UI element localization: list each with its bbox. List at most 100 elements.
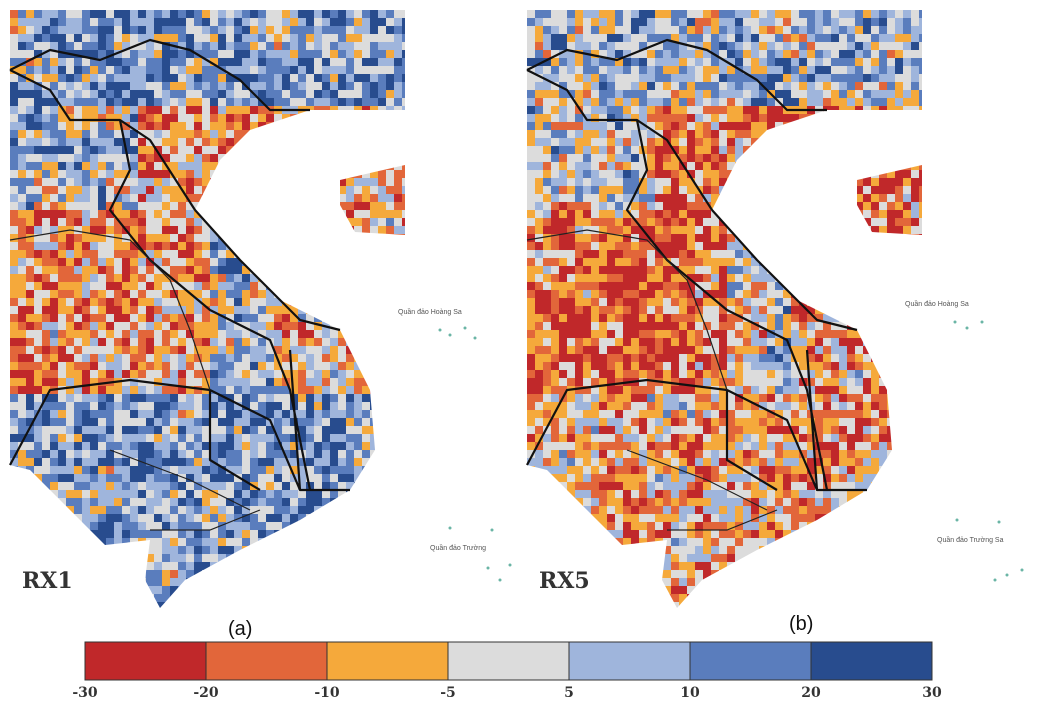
grid-cell — [90, 106, 98, 114]
grid-cell — [186, 18, 194, 26]
grid-cell — [807, 42, 815, 50]
grid-cell — [218, 130, 226, 138]
grid-cell — [226, 578, 234, 586]
grid-cell — [330, 522, 338, 530]
grid-cell — [775, 34, 783, 42]
grid-cell — [170, 330, 178, 338]
grid-cell — [671, 74, 679, 82]
grid-cell — [98, 178, 106, 186]
grid-cell — [330, 426, 338, 434]
grid-cell — [386, 226, 394, 234]
grid-cell — [90, 506, 98, 514]
grid-cell — [50, 338, 58, 346]
grid-cell — [719, 130, 727, 138]
grid-cell — [202, 186, 210, 194]
grid-cell — [583, 138, 591, 146]
grid-cell — [591, 42, 599, 50]
grid-cell — [114, 554, 122, 562]
grid-cell — [154, 602, 162, 610]
grid-cell — [74, 34, 82, 42]
grid-cell — [807, 82, 815, 90]
grid-cell — [306, 154, 314, 162]
grid-cell — [114, 82, 122, 90]
grid-cell — [202, 466, 210, 474]
grid-cell — [226, 178, 234, 186]
grid-cell — [130, 594, 138, 602]
grid-cell — [370, 602, 378, 610]
grid-cell — [911, 106, 919, 114]
grid-cell — [138, 418, 146, 426]
grid-cell — [306, 74, 314, 82]
grid-cell — [314, 122, 322, 130]
grid-cell — [615, 178, 623, 186]
grid-cell — [282, 282, 290, 290]
grid-cell — [138, 98, 146, 106]
grid-cell — [186, 130, 194, 138]
grid-cell — [82, 74, 90, 82]
grid-cell — [122, 394, 130, 402]
grid-cell — [719, 162, 727, 170]
grid-cell — [82, 146, 90, 154]
grid-cell — [74, 90, 82, 98]
grid-cell — [154, 570, 162, 578]
grid-cell — [354, 338, 362, 346]
grid-cell — [42, 234, 50, 242]
grid-cell — [775, 18, 783, 26]
grid-cell — [122, 474, 130, 482]
grid-cell — [783, 186, 791, 194]
grid-cell — [50, 602, 58, 610]
grid-cell — [346, 370, 354, 378]
grid-cell — [402, 42, 410, 50]
grid-cell — [370, 442, 378, 450]
grid-cell — [330, 18, 338, 26]
grid-cell — [322, 274, 330, 282]
grid-cell — [242, 458, 250, 466]
grid-cell — [178, 586, 186, 594]
grid-cell — [370, 530, 378, 538]
grid-cell — [154, 114, 162, 122]
grid-cell — [82, 90, 90, 98]
grid-cell — [394, 170, 402, 178]
grid-cell — [799, 170, 807, 178]
grid-cell — [66, 338, 74, 346]
grid-cell — [226, 362, 234, 370]
grid-cell — [98, 450, 106, 458]
grid-cell — [823, 34, 831, 42]
grid-cell — [98, 402, 106, 410]
grid-cell — [362, 474, 370, 482]
grid-cell — [370, 474, 378, 482]
grid-cell — [266, 538, 274, 546]
grid-cell — [282, 434, 290, 442]
grid-cell — [895, 114, 903, 122]
grid-cell — [559, 90, 567, 98]
grid-cell — [711, 194, 719, 202]
grid-cell — [282, 10, 290, 18]
grid-cell — [583, 178, 591, 186]
grid-cell — [130, 362, 138, 370]
grid-cell — [282, 594, 290, 602]
grid-cell — [194, 274, 202, 282]
grid-cell — [855, 10, 863, 18]
grid-cell — [122, 458, 130, 466]
grid-cell — [631, 74, 639, 82]
grid-cell — [402, 410, 410, 418]
grid-cell — [194, 258, 202, 266]
grid-cell — [178, 402, 186, 410]
grid-cell — [18, 18, 26, 26]
grid-cell — [394, 202, 402, 210]
grid-cell — [250, 530, 258, 538]
grid-cell — [887, 34, 895, 42]
grid-cell — [162, 338, 170, 346]
grid-cell — [226, 122, 234, 130]
grid-cell — [98, 146, 106, 154]
grid-cell — [186, 74, 194, 82]
grid-cell — [535, 146, 543, 154]
grid-cell — [210, 274, 218, 282]
grid-cell — [98, 322, 106, 330]
grid-cell — [138, 226, 146, 234]
grid-cell — [823, 42, 831, 50]
grid-cell — [719, 178, 727, 186]
grid-cell — [354, 314, 362, 322]
grid-cell — [807, 130, 815, 138]
grid-cell — [202, 554, 210, 562]
